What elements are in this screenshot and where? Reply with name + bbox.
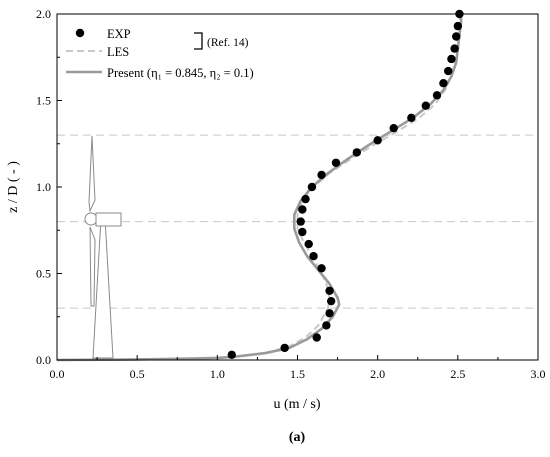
legend-bracket [194,32,203,50]
y-axis-ticks: 0.0 0.5 1.0 1.5 2.0 [36,7,62,367]
exp-data-point [421,101,430,110]
exp-data-point [447,54,456,64]
exp-data-point [280,343,289,353]
exp-data-point [296,217,305,226]
y-tick-label: 0.0 [36,353,51,367]
exp-data-point [325,286,334,295]
legend-exp-label: EXP [107,27,131,41]
exp-data-point [317,264,326,273]
legend-present-label: Present (η₁ = 0.845, η₂ = 0.1) [107,66,254,80]
exp-data-point [309,252,318,261]
y-axis-title: z / D ( - ) [6,161,21,213]
exp-data-point [304,239,313,249]
exp-data-point [432,91,442,100]
exp-data-point [373,136,382,145]
x-tick-label: 1.0 [210,367,225,381]
exp-data-point [326,296,336,306]
exp-data-point [389,123,398,133]
y-tick-label: 1.5 [36,94,51,108]
exp-data-point [439,79,448,88]
present-series-line [56,14,463,362]
legend-les-label: LES [107,45,129,59]
exp-data-point [301,194,310,204]
x-axis-title: u (m / s) [273,397,320,412]
y-tick-label: 0.5 [36,267,51,281]
exp-data-point [322,321,331,330]
legend: EXP LES Present (η₁ = 0.845, η₂ = 0.1) (… [66,27,254,80]
x-tick-label: 2.5 [450,367,465,381]
figure-caption: (a) [289,430,306,445]
legend-reference-note: (Ref. 14) [207,37,249,49]
exp-data-point [312,333,321,342]
exp-data-point [325,309,334,318]
wind-turbine-icon [84,135,122,359]
exp-data-point [307,182,317,192]
exp-data-point [298,205,307,214]
legend-exp-marker [75,28,85,38]
exp-data-point [452,32,461,41]
exp-data-point [453,21,463,31]
exp-data-point [444,66,453,76]
exp-data-point [407,113,416,123]
y-tick-label: 2.0 [36,7,51,21]
x-tick-label: 2.0 [370,367,385,381]
x-tick-label: 0.5 [130,367,145,381]
x-tick-label: 1.5 [290,367,305,381]
exp-data-point [352,148,362,157]
exp-data-point [298,227,307,237]
series-layer [56,9,464,362]
x-tick-label: 3.0 [531,367,546,381]
x-tick-label: 0.0 [50,367,65,381]
exp-data-point [450,44,459,53]
y-tick-label: 1.0 [36,180,51,194]
exp-data-point [227,350,236,360]
x-axis-ticks: 0.0 0.5 1.0 1.5 2.0 2.5 3.0 [50,355,546,381]
exp-data-point [331,158,341,167]
exp-data-point [317,170,326,180]
